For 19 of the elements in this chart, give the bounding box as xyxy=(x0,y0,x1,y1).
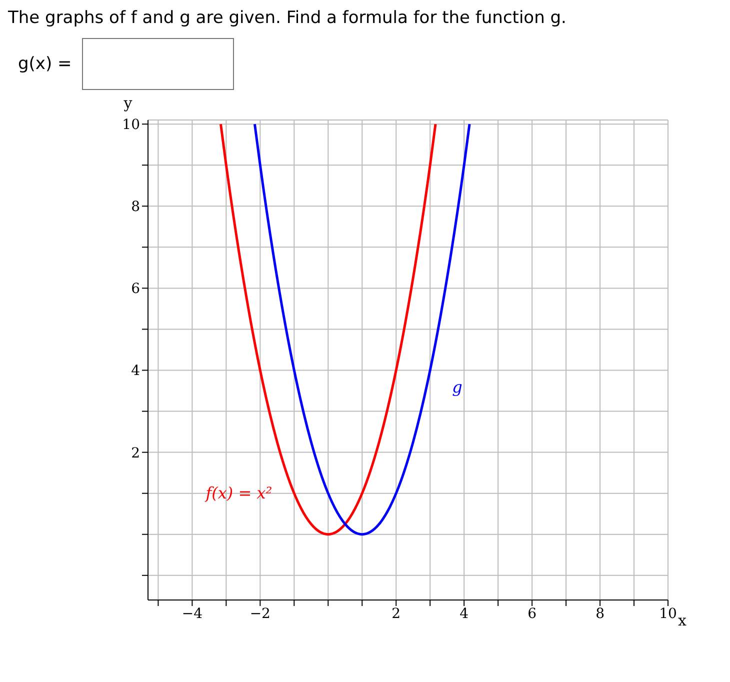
line-series xyxy=(253,122,471,536)
x-tick-label: 6 xyxy=(528,606,537,622)
x-tick-label: 2 xyxy=(392,606,401,622)
y-tick-label: 6 xyxy=(131,281,140,298)
y-tick-label: 10 xyxy=(122,117,140,134)
y-tick-label: 4 xyxy=(131,363,140,380)
x-tick-label: −4 xyxy=(182,606,203,622)
series-label: g xyxy=(452,377,462,396)
x-tick-label: 8 xyxy=(596,606,604,622)
y-tick-label: 8 xyxy=(131,199,140,216)
x-tick-label: 10 xyxy=(659,606,677,622)
y-tick-label: 2 xyxy=(131,445,140,462)
x-tick-label: 4 xyxy=(460,606,469,622)
x-tick-label: −2 xyxy=(250,606,270,622)
series-label: f(x) = x² xyxy=(204,483,272,502)
x-axis-title: x xyxy=(678,611,687,630)
chart-subtitle: g(x) = xyxy=(18,54,72,74)
chart-title: The graphs of f and g are given. Find a formula for the function g. xyxy=(8,8,568,28)
y-axis-title: y xyxy=(122,94,133,112)
